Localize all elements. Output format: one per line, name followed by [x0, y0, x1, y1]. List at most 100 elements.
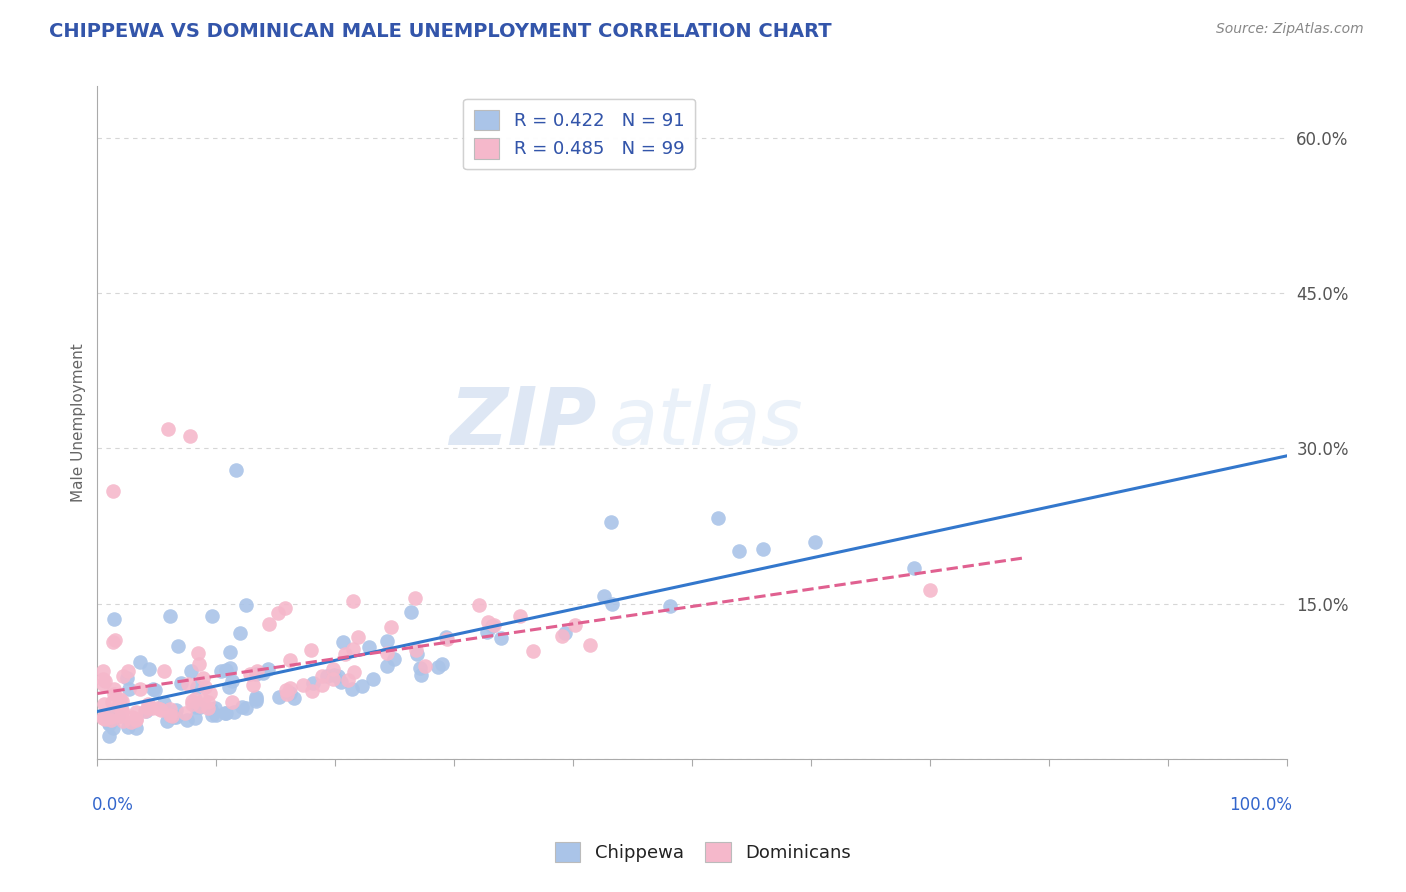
Point — [91, 711, 114, 725]
Point — [103, 682, 125, 697]
Point — [329, 675, 352, 690]
Text: 0.0%: 0.0% — [91, 796, 134, 814]
Point — [481, 619, 503, 633]
Point — [100, 710, 122, 724]
Point — [125, 713, 148, 727]
Point — [93, 711, 115, 725]
Point — [98, 729, 121, 743]
Point — [159, 707, 181, 722]
Point — [187, 646, 209, 660]
Point — [315, 669, 337, 683]
Point — [98, 717, 121, 731]
Point — [120, 714, 142, 729]
Point — [245, 691, 267, 706]
Point — [804, 535, 827, 549]
Point — [342, 681, 364, 696]
Point — [186, 681, 208, 695]
Text: ZIP: ZIP — [450, 384, 596, 461]
Point — [659, 599, 682, 613]
Point — [136, 698, 159, 712]
Point — [399, 605, 422, 619]
Text: 100.0%: 100.0% — [1229, 796, 1292, 814]
Point — [209, 665, 232, 679]
Point — [167, 639, 190, 653]
Point — [269, 690, 291, 704]
Text: CHIPPEWA VS DOMINICAN MALE UNEMPLOYMENT CORRELATION CHART: CHIPPEWA VS DOMINICAN MALE UNEMPLOYMENT … — [49, 22, 832, 41]
Point — [197, 701, 219, 715]
Point — [299, 642, 322, 657]
Point — [101, 709, 124, 723]
Point — [201, 609, 224, 624]
Point — [135, 704, 157, 718]
Point — [377, 646, 399, 660]
Point — [155, 714, 177, 728]
Point — [707, 511, 730, 525]
Point — [375, 634, 398, 648]
Point — [201, 708, 224, 723]
Point — [593, 589, 616, 603]
Point — [221, 695, 243, 709]
Point — [484, 617, 506, 632]
Point — [205, 707, 228, 722]
Point — [188, 699, 211, 714]
Text: atlas: atlas — [609, 384, 803, 461]
Point — [125, 705, 148, 719]
Point — [343, 665, 366, 680]
Point — [200, 701, 222, 715]
Point — [361, 672, 384, 686]
Point — [468, 598, 491, 612]
Point — [93, 709, 115, 723]
Point — [215, 706, 238, 721]
Point — [436, 632, 458, 646]
Point — [153, 665, 176, 679]
Point — [554, 626, 576, 640]
Point — [278, 681, 301, 696]
Point — [600, 597, 623, 611]
Point — [111, 704, 134, 718]
Point — [184, 711, 207, 725]
Point — [245, 690, 267, 704]
Point — [242, 677, 264, 691]
Point — [579, 638, 602, 652]
Point — [91, 664, 114, 678]
Point — [112, 714, 135, 728]
Point — [125, 712, 148, 726]
Point — [332, 634, 354, 648]
Point — [111, 703, 134, 717]
Point — [138, 662, 160, 676]
Point — [94, 712, 117, 726]
Point — [98, 715, 121, 730]
Point — [274, 601, 297, 615]
Point — [522, 644, 544, 658]
Point — [434, 630, 457, 644]
Point — [153, 696, 176, 710]
Point — [149, 703, 172, 717]
Point — [380, 620, 402, 634]
Point — [903, 561, 925, 575]
Point — [100, 713, 122, 727]
Point — [193, 671, 215, 685]
Point — [336, 673, 359, 687]
Point — [125, 721, 148, 735]
Point — [599, 515, 621, 529]
Point — [477, 615, 499, 629]
Point — [256, 662, 278, 676]
Point — [291, 678, 314, 692]
Point — [117, 720, 139, 734]
Point — [94, 674, 117, 689]
Point — [91, 677, 114, 691]
Point — [239, 666, 262, 681]
Point — [103, 722, 125, 736]
Point — [245, 666, 267, 681]
Point — [252, 666, 274, 681]
Point — [323, 668, 346, 682]
Point — [149, 702, 172, 716]
Point — [405, 647, 427, 661]
Point — [267, 606, 290, 620]
Point — [224, 705, 246, 719]
Point — [276, 682, 298, 697]
Point — [214, 706, 236, 720]
Point — [475, 625, 498, 640]
Point — [170, 675, 193, 690]
Point — [326, 669, 349, 683]
